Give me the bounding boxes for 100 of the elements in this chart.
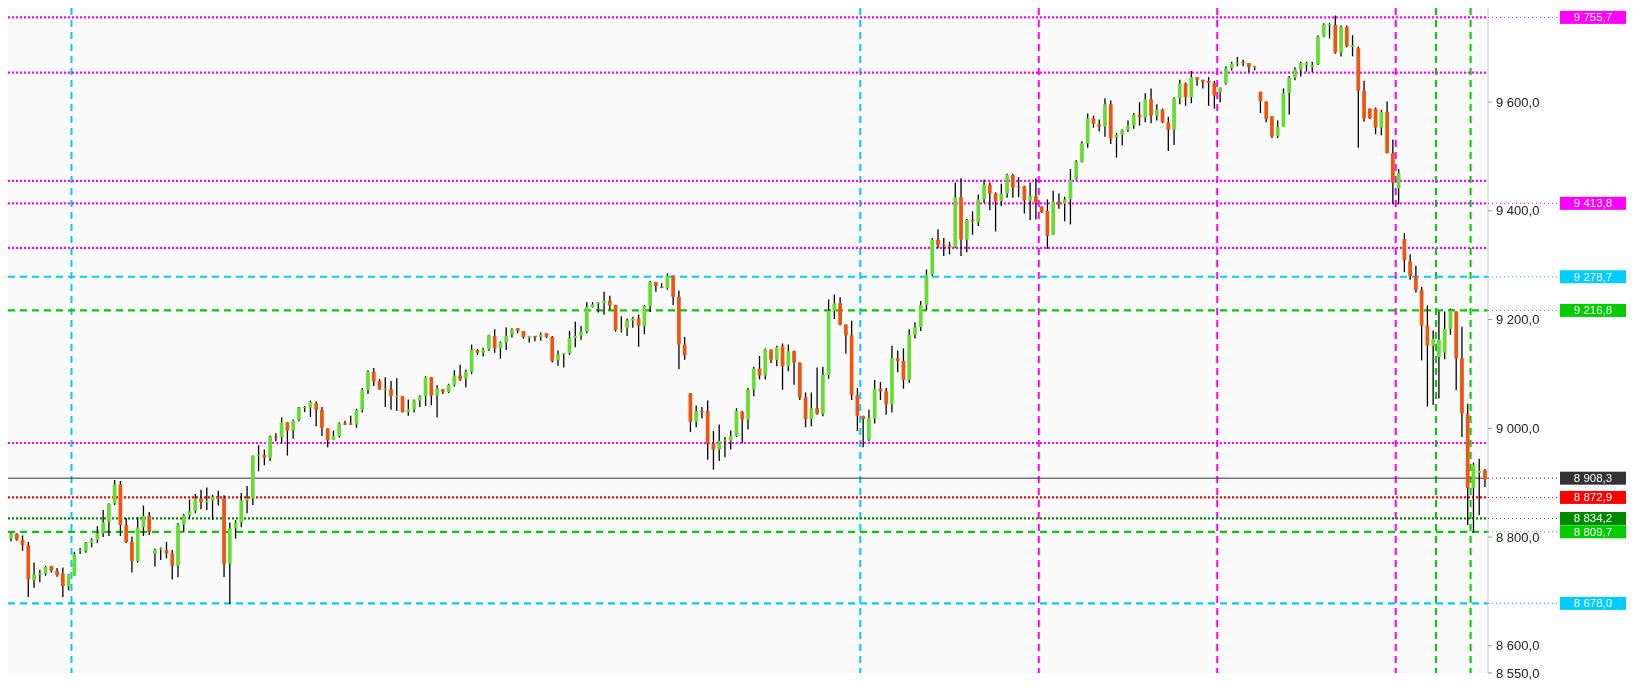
candlestick [999,182,1004,207]
candlestick [112,479,117,506]
y-tick-label: 8 550,0 [1496,665,1540,681]
candlestick [1379,109,1384,136]
candlestick [1477,458,1482,516]
candlestick [792,349,796,386]
candlestick [274,432,278,443]
candlestick [1200,79,1205,90]
candlestick [389,380,393,411]
candlestick [982,179,986,204]
candlestick [1005,173,1009,199]
candlestick [636,314,641,348]
y-tick-label: 9 000,0 [1496,420,1540,436]
candlestick [279,416,284,445]
candlestick [101,509,106,538]
candlestick [642,304,647,335]
candlestick [1218,86,1222,104]
candlestick [723,436,727,458]
candlestick [1177,79,1182,105]
candlestick [1437,310,1441,400]
candlestick [1350,34,1355,58]
candlestick [751,366,756,397]
candlestick [383,376,388,408]
candlestick [504,326,509,351]
candlestick [464,368,468,389]
ref-line-label: 9 755,7 [1573,11,1613,24]
candlestick [774,345,779,367]
candlestick [550,335,555,364]
candlestick [682,336,687,361]
ref-line-label: 8 678,0 [1573,597,1613,610]
candlestick [987,181,992,211]
candlestick [481,347,486,358]
candlestick [625,317,629,337]
candlestick [314,400,319,427]
candlestick [124,517,129,544]
ref-line-label: 8 834,2 [1573,512,1613,525]
candlestick [861,415,866,448]
candlestick [1189,70,1194,104]
ref-line-label: 8 809,7 [1573,525,1613,538]
candlestick [717,423,722,462]
candlestick [838,296,842,327]
y-tick-label: 9 400,0 [1496,203,1540,219]
ref-line-label: 9 278,7 [1573,270,1613,283]
candlestick [694,404,699,428]
candlestick [700,406,704,420]
candlestick [1224,65,1228,86]
y-tick-label: 8 600,0 [1496,638,1540,654]
candlestick [867,409,871,443]
candlestick [895,349,900,373]
candlestick [648,280,652,313]
candlestick [147,511,152,536]
candlestick [366,369,370,395]
candlestick [130,535,134,574]
candlestick [1057,192,1061,210]
ref-line-label: 9 216,8 [1573,304,1613,317]
candlestick [579,325,583,341]
candlestick [1195,76,1199,87]
candlestick [291,418,296,440]
candlestick [60,566,65,598]
candlestick [832,293,837,320]
candlestick [1431,329,1436,406]
y-tick-label: 9 600,0 [1496,94,1540,110]
candlestick [918,300,923,332]
candlestick [556,349,560,367]
candlestick [170,549,175,581]
candlestick [1212,80,1217,110]
candlestick [573,321,578,348]
candlestick [1149,87,1153,124]
candlestick [153,547,157,568]
candlestick [1166,116,1171,152]
candlestick [740,410,745,444]
candlestick [1103,97,1107,138]
y-tick-label: 9 200,0 [1496,312,1540,328]
y-tick-label: 8 800,0 [1496,529,1540,545]
candlestick [492,328,497,354]
candlestick [1010,173,1015,199]
candlestick [435,384,439,419]
candlestick [1442,310,1447,360]
candlestick [1143,92,1148,123]
candlestick [884,387,889,416]
candlestick [1270,115,1274,139]
candlestick [199,489,203,510]
candlestick [844,323,848,355]
ref-line-label: 9 413,8 [1573,197,1613,210]
candlestick [809,391,814,427]
candlestick [193,493,198,514]
candlestick [1022,185,1027,215]
candlestick [181,513,186,533]
candlestick [78,547,82,555]
candlestick [429,376,434,407]
ref-line-label: 8 908,3 [1573,472,1613,485]
candlestick [1414,265,1418,294]
candlestick [360,387,365,414]
candlestick [671,274,676,306]
candlestick [1402,232,1407,273]
candlestick [1344,24,1349,48]
candlestick [1016,176,1021,198]
candlestick [394,377,399,412]
candlestick [32,561,36,589]
candlestick [72,551,77,577]
